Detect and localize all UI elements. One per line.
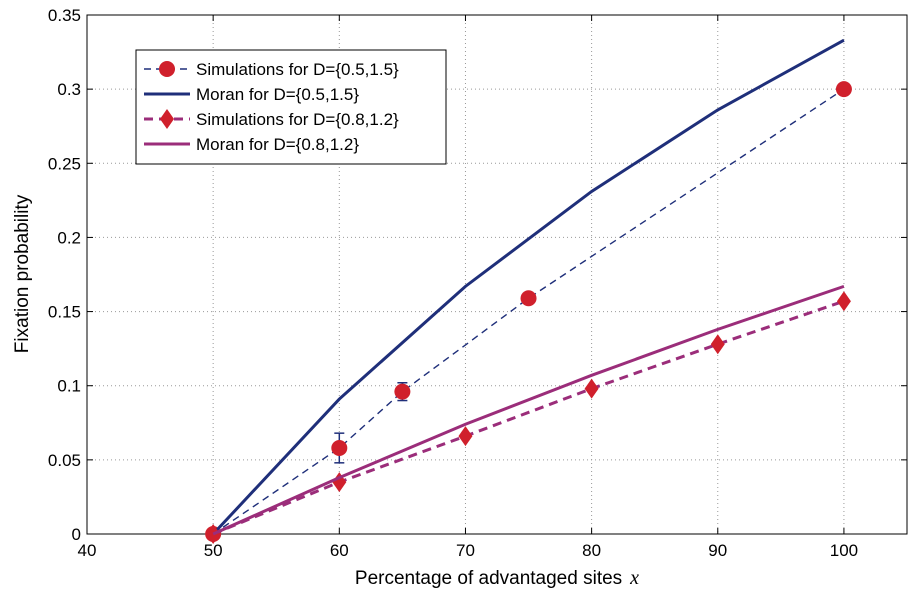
legend-label: Simulations for D={0.5,1.5}	[196, 60, 399, 79]
y-tick-label: 0.1	[57, 377, 81, 396]
y-tick-label: 0.3	[57, 80, 81, 99]
y-tick-label: 0	[72, 525, 81, 544]
legend: Simulations for D={0.5,1.5} Moran for D={…	[135, 49, 447, 165]
legend-item-1: Moran for D={0.5,1.5}	[144, 85, 359, 104]
legend-item-0: Simulations for D={0.5,1.5}	[144, 60, 399, 79]
x-tick-label: 80	[582, 541, 601, 560]
legend-label: Simulations for D={0.8,1.2}	[196, 110, 399, 129]
x-tick-label: 70	[456, 541, 475, 560]
data-point	[520, 290, 537, 307]
y-tick-label: 0.25	[48, 154, 81, 173]
legend-marker	[160, 109, 174, 129]
data-point	[835, 81, 852, 98]
data-point	[458, 426, 473, 447]
x-tick-label: 90	[708, 541, 727, 560]
y-axis-label: Fixation probability	[12, 194, 33, 353]
series-2	[206, 291, 851, 544]
series	[205, 38, 852, 544]
legend-label: Moran for D={0.8,1.2}	[196, 135, 359, 154]
x-tick-label: 100	[830, 541, 858, 560]
y-tick-label: 0.35	[48, 6, 81, 25]
series-line	[212, 88, 845, 535]
series-1	[212, 38, 845, 536]
data-point	[331, 439, 348, 456]
legend-marker	[159, 61, 175, 77]
y-tick-label: 0.05	[48, 451, 81, 470]
series-line	[212, 38, 845, 536]
data-point	[584, 378, 599, 399]
data-point	[710, 334, 725, 355]
x-tick-label: 40	[78, 541, 97, 560]
x-axis-label: Percentage of advantaged sites x	[355, 567, 639, 589]
legend-label: Moran for D={0.5,1.5}	[196, 85, 359, 104]
series-line	[212, 284, 845, 536]
legend-item-3: Moran for D={0.8,1.2}	[144, 135, 359, 154]
x-tick-label: 50	[204, 541, 223, 560]
legend-item-2: Simulations for D={0.8,1.2}	[144, 109, 399, 129]
axes-frame	[86, 14, 908, 535]
data-point	[836, 291, 851, 312]
y-tick-label: 0.2	[57, 228, 81, 247]
axes: 40 50 60 70 80 90 100 0 0.05 0.1 0.15 0.2 0.25 0.3 0.3…	[48, 6, 908, 560]
data-point	[394, 383, 411, 400]
series-3	[212, 284, 845, 536]
series-line	[212, 299, 845, 536]
x-tick-label: 60	[330, 541, 349, 560]
y-tick-label: 0.15	[48, 303, 81, 322]
